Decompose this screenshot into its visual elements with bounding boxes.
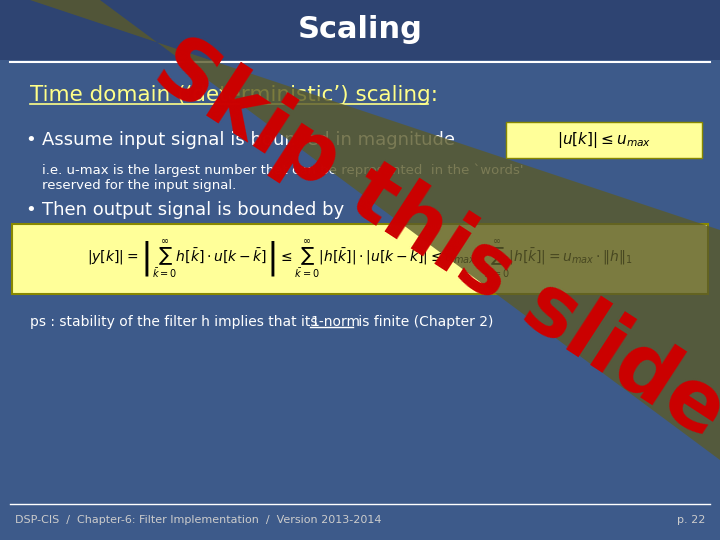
Text: is finite (Chapter 2): is finite (Chapter 2) <box>354 315 493 329</box>
Text: Then output signal is bounded by: Then output signal is bounded by <box>42 201 344 219</box>
Text: $|u[k]| \leq u_{max}$: $|u[k]| \leq u_{max}$ <box>557 130 651 150</box>
Text: •: • <box>25 201 36 219</box>
Text: Assume input signal is bounded in magnitude: Assume input signal is bounded in magnit… <box>42 131 455 149</box>
Text: ps : stability of the filter h implies that its: ps : stability of the filter h implies t… <box>30 315 322 329</box>
FancyBboxPatch shape <box>506 122 702 158</box>
FancyBboxPatch shape <box>12 224 708 294</box>
Text: Scaling: Scaling <box>297 16 423 44</box>
Text: p. 22: p. 22 <box>677 515 705 525</box>
Text: 1-norm: 1-norm <box>310 315 360 329</box>
Text: Time domain (‘deterministic’) scaling:: Time domain (‘deterministic’) scaling: <box>30 85 438 105</box>
Text: reserved for the input signal.: reserved for the input signal. <box>42 179 236 192</box>
Bar <box>0 0 720 60</box>
Text: •: • <box>25 131 36 149</box>
Text: Skip this slide: Skip this slide <box>140 25 720 455</box>
Text: $|y[k]| = \left|\sum_{\bar{k}=0}^{\infty} h[\bar{k}]\cdot u[k-\bar{k}]\right|\le: $|y[k]| = \left|\sum_{\bar{k}=0}^{\infty… <box>87 238 633 280</box>
Text: i.e. u-max is the largest number that can be represented  in the `words': i.e. u-max is the largest number that ca… <box>42 163 523 177</box>
Text: DSP-CIS  /  Chapter-6: Filter Implementation  /  Version 2013-2014: DSP-CIS / Chapter-6: Filter Implementati… <box>15 515 382 525</box>
Polygon shape <box>30 0 720 460</box>
